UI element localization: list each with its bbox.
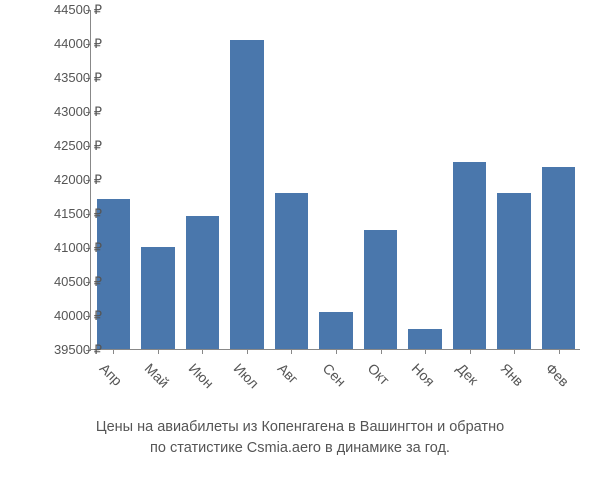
caption-line-2: по статистике Csmia.aero в динамике за г… [150, 440, 450, 456]
y-axis-tick-label: 41000 ₽ [54, 240, 102, 256]
y-axis-tick-label: 43000 ₽ [54, 104, 102, 120]
x-axis-tick-mark [559, 349, 560, 354]
x-axis-label: Сен [320, 360, 349, 389]
bar [275, 193, 308, 349]
bar [453, 162, 486, 349]
x-axis-tick-mark [381, 349, 382, 354]
x-axis-tick-mark [470, 349, 471, 354]
x-axis-tick-mark [291, 349, 292, 354]
caption-line-1: Цены на авиабилеты из Копенгагена в Ваши… [96, 419, 504, 435]
y-axis-tick-label: 41500 ₽ [54, 206, 102, 222]
x-axis-tick-mark [247, 349, 248, 354]
y-axis-tick-label: 40500 ₽ [54, 274, 102, 290]
price-chart [90, 10, 580, 350]
x-axis-tick-mark [113, 349, 114, 354]
x-axis-tick-mark [202, 349, 203, 354]
y-axis-tick-label: 42500 ₽ [54, 138, 102, 154]
x-axis-label: Окт [364, 360, 392, 388]
y-axis-tick-label: 44000 ₽ [54, 36, 102, 52]
x-axis-tick-mark [514, 349, 515, 354]
bar [186, 216, 219, 349]
x-axis-label: Июн [186, 360, 217, 391]
bar [408, 329, 441, 349]
plot-area [90, 10, 580, 350]
bar [542, 167, 575, 349]
bar [319, 312, 352, 349]
x-axis-label: Фев [542, 360, 572, 390]
bar [364, 230, 397, 349]
x-axis-label: Апр [97, 360, 126, 389]
y-axis-tick-label: 44500 ₽ [54, 2, 102, 18]
chart-caption: Цены на авиабилеты из Копенгагена в Ваши… [0, 417, 600, 461]
x-axis-tick-mark [425, 349, 426, 354]
x-axis-label: Май [141, 360, 172, 391]
bar [497, 193, 530, 349]
x-axis-label: Янв [498, 360, 527, 389]
x-axis-label: Июл [231, 360, 262, 391]
bar [141, 247, 174, 349]
x-axis-tick-mark [336, 349, 337, 354]
x-axis-tick-mark [158, 349, 159, 354]
y-axis-tick-label: 39500 ₽ [54, 342, 102, 358]
y-axis-tick-label: 40000 ₽ [54, 308, 102, 324]
y-axis-tick-label: 43500 ₽ [54, 70, 102, 86]
bar [230, 40, 263, 349]
x-axis-label: Авг [275, 360, 302, 387]
x-axis-label: Дек [453, 360, 481, 388]
x-axis-label: Ноя [409, 360, 438, 389]
y-axis-tick-label: 42000 ₽ [54, 172, 102, 188]
